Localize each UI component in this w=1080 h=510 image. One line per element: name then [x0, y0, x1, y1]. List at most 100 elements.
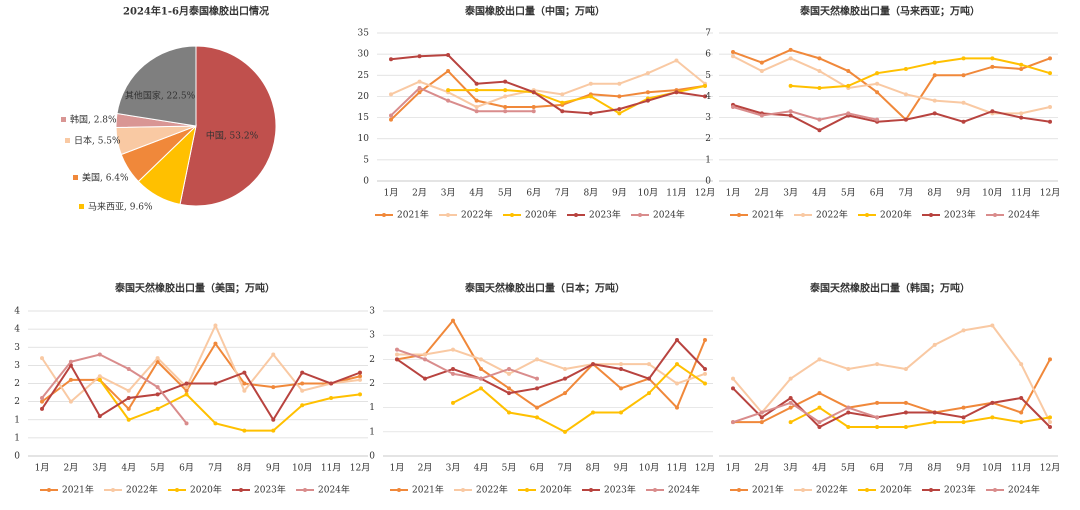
- point: [846, 111, 851, 116]
- x-tick-label: 11月: [1011, 463, 1031, 474]
- point: [617, 111, 622, 116]
- point: [474, 88, 479, 93]
- point: [126, 396, 131, 400]
- series-line: [452, 362, 706, 433]
- legend-marker: [382, 213, 386, 217]
- point: [271, 428, 276, 433]
- legend-marker: [929, 213, 933, 217]
- point: [703, 367, 707, 371]
- y-tick-label: 5: [705, 71, 711, 81]
- point: [446, 98, 451, 103]
- point: [961, 328, 966, 333]
- x-tick-label: 8月: [237, 463, 252, 474]
- point: [817, 56, 822, 61]
- x-tick-label: 4月: [469, 188, 484, 199]
- x-tick-label: 12月: [695, 463, 715, 474]
- point: [932, 73, 937, 78]
- pie-slice: [179, 45, 277, 207]
- point: [875, 117, 880, 122]
- x-tick-label: 2月: [754, 463, 769, 474]
- x-tick-label: 9月: [612, 188, 627, 199]
- point: [417, 79, 422, 84]
- x-tick-label: 7月: [899, 463, 914, 474]
- legend-marker: [239, 488, 243, 492]
- x-tick-label: 6月: [526, 188, 541, 199]
- legend-label: 2023年: [944, 209, 976, 221]
- point: [731, 105, 735, 109]
- x-tick-label: 8月: [927, 188, 942, 199]
- point: [1019, 362, 1024, 367]
- point: [417, 90, 422, 95]
- point: [932, 342, 937, 347]
- x-tick-label: 1月: [390, 463, 405, 474]
- y-tick-label: 20: [358, 92, 370, 102]
- x-tick-label: 4月: [812, 463, 827, 474]
- point: [703, 94, 707, 99]
- point: [1048, 119, 1052, 124]
- y-tick-label: 3: [705, 113, 711, 123]
- point: [1048, 71, 1052, 76]
- point: [423, 357, 427, 362]
- point: [846, 367, 851, 371]
- point: [503, 109, 508, 114]
- point: [531, 105, 536, 109]
- point: [535, 405, 539, 410]
- point: [563, 376, 567, 381]
- y-tick-label: 15: [358, 113, 370, 123]
- point: [474, 109, 479, 114]
- legend-label: 2023年: [604, 484, 636, 496]
- point: [875, 362, 880, 367]
- y-tick-label: 1: [14, 433, 20, 443]
- y-tick-label: 30: [358, 50, 370, 60]
- y-tick-label: 1: [705, 155, 711, 165]
- legend-label: 2022年: [126, 484, 158, 496]
- point: [242, 388, 247, 393]
- point: [213, 381, 218, 386]
- point: [932, 420, 937, 425]
- x-tick-label: 3月: [783, 463, 798, 474]
- point: [817, 420, 822, 425]
- point: [759, 69, 764, 74]
- y-tick-label: 0: [369, 452, 375, 462]
- point: [300, 403, 305, 408]
- chart-title: 泰国天然橡胶出口量（美国；万吨）: [114, 282, 275, 295]
- point: [645, 98, 650, 103]
- series-line: [99, 379, 361, 432]
- legend-marker: [589, 488, 593, 492]
- legend-marker: [446, 213, 450, 217]
- x-tick-label: 7月: [558, 463, 573, 474]
- legend-label: 2023年: [254, 484, 286, 496]
- point: [389, 117, 393, 122]
- x-tick-label: 7月: [208, 463, 223, 474]
- point: [446, 69, 451, 74]
- y-tick-label: 25: [358, 71, 370, 81]
- legend-label: 2024年: [668, 484, 700, 496]
- slice-label: 其他国家, 22.5%: [125, 90, 196, 102]
- legend-label: 2022年: [816, 209, 848, 221]
- point: [961, 56, 966, 61]
- legend-marker: [175, 488, 179, 492]
- point: [903, 117, 908, 122]
- y-tick-label: 2: [705, 134, 711, 144]
- point: [788, 109, 793, 114]
- point: [1048, 425, 1052, 429]
- point: [588, 94, 593, 99]
- point: [817, 85, 822, 90]
- legend-label: 2022年: [816, 484, 848, 496]
- x-tick-label: 11月: [321, 463, 341, 474]
- slice-label: 马来西亚, 9.6%: [88, 202, 153, 213]
- series-line: [390, 86, 534, 117]
- point: [990, 109, 995, 114]
- series-line: [390, 69, 706, 121]
- slice-label: 中国, 53.2%: [206, 130, 259, 142]
- legend-label: 2021年: [412, 484, 444, 496]
- x-tick-label: 12月: [1040, 463, 1060, 474]
- x-tick-label: 2月: [64, 463, 79, 474]
- slice-label: 韩国, 2.8%: [70, 114, 117, 126]
- point: [759, 415, 764, 420]
- legend-label: 2024年: [1008, 209, 1040, 221]
- point: [563, 429, 567, 434]
- legend-marker: [510, 213, 514, 217]
- x-tick-label: 1月: [35, 463, 50, 474]
